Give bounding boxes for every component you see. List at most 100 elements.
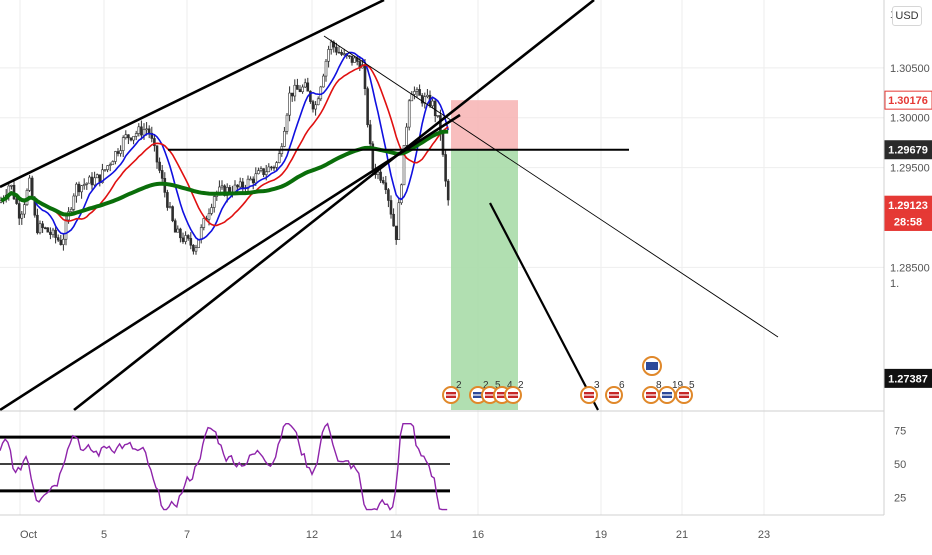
candle-body bbox=[137, 126, 141, 134]
candle-body bbox=[296, 84, 299, 90]
candle-body bbox=[17, 203, 21, 219]
candle-body bbox=[103, 169, 107, 171]
price-tick-label: 1.28500 bbox=[890, 262, 930, 274]
candle-body bbox=[319, 86, 323, 100]
trendlines-layer[interactable] bbox=[0, 0, 779, 412]
candle-body bbox=[238, 181, 242, 188]
candle-body bbox=[199, 227, 203, 240]
candle-body bbox=[249, 178, 252, 181]
candle-body bbox=[140, 126, 143, 136]
candle-body bbox=[251, 178, 255, 184]
candle-body bbox=[337, 51, 341, 54]
candle-body bbox=[168, 206, 172, 208]
candle-body bbox=[342, 53, 346, 56]
price-tag-box bbox=[884, 90, 932, 110]
trend-line bbox=[73, 0, 595, 412]
event-markers-layer[interactable]: 2 2 5 4 2 3 6 8 19 5 bbox=[442, 356, 695, 404]
candle-body bbox=[77, 183, 81, 193]
event-count-label: 2 bbox=[483, 380, 489, 391]
position-tool[interactable] bbox=[451, 100, 518, 410]
candle-body bbox=[111, 161, 115, 165]
event-marker[interactable]: 2 bbox=[442, 380, 462, 404]
event-count-label: 2 bbox=[518, 380, 524, 391]
candle-body bbox=[324, 60, 328, 77]
candle-body bbox=[88, 176, 91, 184]
candle-body bbox=[309, 90, 312, 102]
time-tick-label: 5 bbox=[101, 529, 107, 541]
price-tag-label: 1.30176 bbox=[888, 95, 928, 107]
candle-body bbox=[303, 82, 307, 88]
candle-body bbox=[23, 204, 26, 215]
candle-body bbox=[426, 94, 429, 97]
candle-body bbox=[121, 137, 125, 151]
candle-body bbox=[179, 228, 182, 239]
event-marker[interactable]: 3 bbox=[580, 380, 600, 404]
candle-body bbox=[160, 170, 164, 179]
candle-body bbox=[129, 137, 133, 141]
candle-body bbox=[389, 200, 393, 215]
event-marker[interactable]: 2 bbox=[504, 380, 524, 404]
candle-body bbox=[277, 153, 281, 163]
candle-body bbox=[264, 171, 268, 175]
trend-line bbox=[0, 0, 385, 189]
moving-average-line bbox=[0, 51, 449, 241]
candle-body bbox=[184, 235, 187, 242]
price-tag-label: 28:58 bbox=[894, 216, 922, 228]
rsi-tick-label: 75 bbox=[894, 425, 906, 437]
candle-body bbox=[69, 208, 73, 212]
candle-body bbox=[441, 133, 445, 155]
candle-body bbox=[407, 100, 411, 128]
candle-body bbox=[72, 195, 76, 210]
candle-body bbox=[189, 238, 193, 246]
candle-body bbox=[366, 88, 369, 126]
candle-body bbox=[381, 180, 385, 184]
candle-body bbox=[353, 57, 356, 63]
event-marker[interactable]: 5 bbox=[675, 380, 695, 404]
event-marker[interactable]: 6 bbox=[605, 380, 625, 404]
candle-body bbox=[56, 237, 60, 241]
candle-body bbox=[301, 86, 304, 93]
candle-body bbox=[43, 227, 47, 229]
trend-line bbox=[0, 113, 461, 412]
candle-body bbox=[194, 247, 198, 252]
moving-average-line bbox=[0, 63, 449, 227]
candle-body bbox=[153, 138, 156, 147]
time-tick-label: 19 bbox=[595, 529, 607, 541]
candle-body bbox=[46, 227, 50, 233]
rsi-line bbox=[0, 422, 448, 511]
price-tag-label: 1.27387 bbox=[888, 373, 928, 385]
candle-body bbox=[59, 239, 63, 245]
candle-body bbox=[145, 128, 148, 131]
candle-body bbox=[176, 228, 180, 233]
candle-body bbox=[134, 133, 138, 137]
candle-body bbox=[85, 182, 89, 185]
candle-body bbox=[298, 89, 302, 93]
price-tag-box bbox=[884, 368, 932, 388]
event-count-label: 6 bbox=[619, 380, 625, 391]
candle-body bbox=[75, 183, 78, 197]
candle-body bbox=[306, 82, 310, 92]
candle-body bbox=[212, 196, 216, 208]
candle-body bbox=[119, 150, 122, 154]
candle-body bbox=[290, 92, 294, 97]
candle-body bbox=[218, 186, 221, 193]
candle-body bbox=[392, 213, 395, 227]
candle-body bbox=[446, 180, 450, 201]
candle-body bbox=[64, 219, 68, 240]
currency-button[interactable]: USD bbox=[892, 6, 922, 26]
price-tag: 1.29679 bbox=[884, 140, 932, 160]
candle-body bbox=[322, 75, 325, 88]
candle-body bbox=[410, 94, 414, 102]
candle-body bbox=[402, 145, 406, 186]
candle-body bbox=[166, 192, 169, 208]
stop-zone bbox=[451, 100, 518, 150]
candle-body bbox=[38, 223, 42, 234]
candle-body bbox=[379, 171, 382, 181]
candle-body bbox=[350, 55, 354, 63]
price-tick-label: 1.29500 bbox=[890, 163, 930, 175]
candle-body bbox=[62, 238, 65, 245]
candle-body bbox=[82, 184, 86, 186]
moving-averages-layer bbox=[0, 51, 449, 241]
